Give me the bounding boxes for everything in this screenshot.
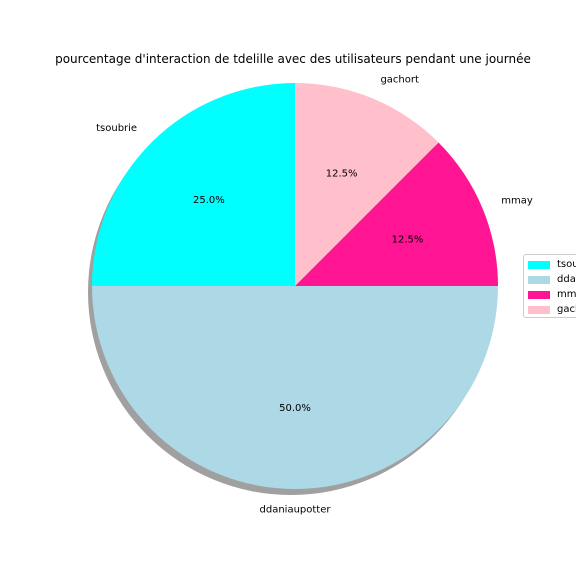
pie-slice-gachort: [295, 83, 439, 286]
percent-label-tsoubrie: 25.0%: [193, 195, 225, 206]
percent-label-ddaniaupotter: 50.0%: [279, 403, 311, 414]
pie-slice-tsoubrie: [92, 83, 295, 286]
legend-label: ddaniaupotter: [557, 274, 576, 285]
legend-swatch: [528, 261, 550, 269]
chart-title: pourcentage d'interaction de tdelille av…: [55, 52, 531, 66]
legend-swatch: [528, 291, 550, 299]
legend-label: gachort: [557, 304, 576, 315]
percent-label-mmay: 12.5%: [392, 234, 424, 245]
legend: tsoubrie ddaniaupotter mmay gachort: [523, 254, 576, 318]
pie-labels: tsoubrie 25.0% ddaniaupotter 50.0% mmay 12.5%…: [96, 75, 533, 516]
legend-swatch: [528, 306, 550, 314]
legend-label: mmay: [557, 289, 576, 300]
category-label-gachort: gachort: [380, 75, 419, 86]
percent-label-gachort: 12.5%: [326, 168, 358, 179]
pie-slice-mmay: [295, 142, 498, 286]
category-label-mmay: mmay: [501, 196, 533, 207]
legend-label: tsoubrie: [557, 259, 576, 270]
category-label-ddaniaupotter: ddaniaupotter: [260, 504, 332, 515]
pie-slices: [92, 83, 498, 489]
pie-slice-ddaniaupotter: [92, 286, 498, 489]
legend-swatch: [528, 276, 550, 284]
category-label-tsoubrie: tsoubrie: [96, 123, 137, 134]
